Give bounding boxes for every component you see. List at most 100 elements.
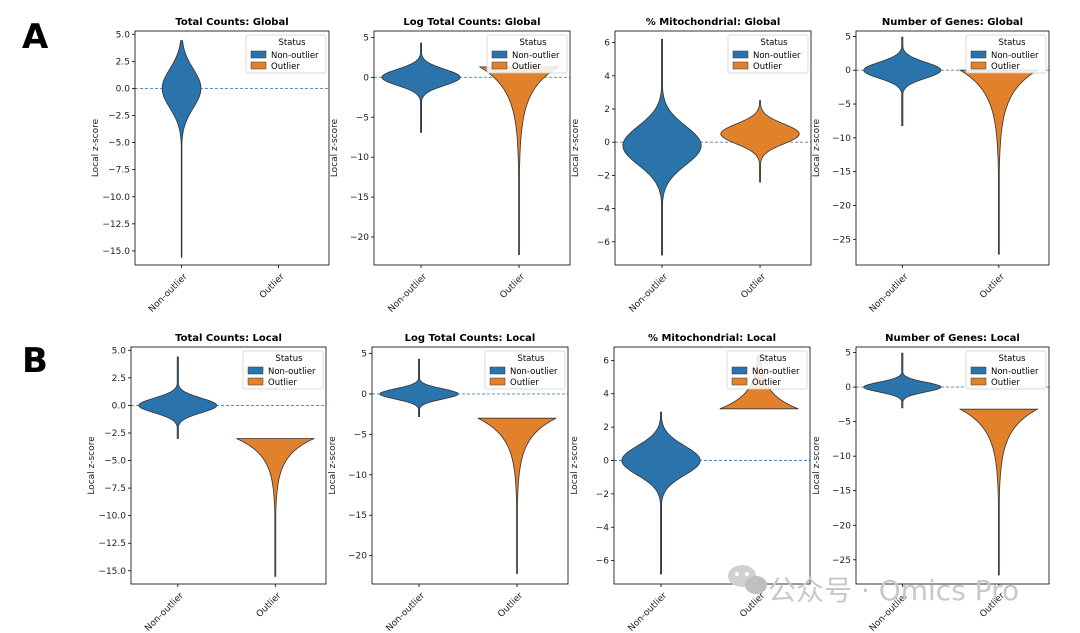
legend-title: Status xyxy=(998,354,1026,364)
legend-swatch xyxy=(247,366,264,375)
y-tick-label: −25 xyxy=(832,556,851,566)
subplot-1: Total Counts: Global 5.0 2.5 0.0 −2.5 −5.0 −7.… xyxy=(91,17,330,315)
y-tick-label: 0 xyxy=(363,73,369,83)
watermark: 公众号 · Omics Pro xyxy=(728,565,1019,607)
legend-swatch xyxy=(250,50,267,59)
x-tick-label: Outlier xyxy=(978,272,1007,301)
y-tick-label: −15 xyxy=(350,193,369,203)
y-tick-label: 0.0 xyxy=(112,401,127,411)
y-tick-label: −10 xyxy=(348,471,367,481)
x-tick-label: Outlier xyxy=(258,272,287,301)
legend-label: Outlier xyxy=(991,378,1020,388)
x-tick-label: Outlier xyxy=(498,272,527,301)
axes-frame xyxy=(614,30,812,266)
y-tick-label: −4 xyxy=(596,523,610,533)
subplot-2: Log Total Counts: Global 5 0 −5 −10 −15 −20 Loc… xyxy=(330,17,571,315)
subplot-title: % Mitochondrial: Global xyxy=(646,17,781,28)
subplot-title: % Mitochondrial: Local xyxy=(648,333,776,344)
x-tick-label: Non-outlier xyxy=(626,591,669,633)
y-tick-label: 2.5 xyxy=(116,57,130,67)
y-tick-label: −10 xyxy=(832,452,851,462)
plots-group: Total Counts: Global 5.0 2.5 0.0 −2.5 −5.0 −7.… xyxy=(87,17,1050,633)
y-tick-label: 5 xyxy=(363,33,369,43)
y-tick-label: −5 xyxy=(838,100,851,110)
axes-frame xyxy=(855,346,1050,585)
y-tick-label: 0 xyxy=(604,138,610,148)
y-tick-label: −5 xyxy=(838,418,851,428)
y-axis-label: Local z-score xyxy=(87,436,97,495)
y-tick-label: −10.0 xyxy=(98,512,126,522)
wechat-icon xyxy=(728,565,767,594)
y-tick-label: −7.5 xyxy=(104,484,126,494)
y-tick-label: −20 xyxy=(832,201,851,211)
y-tick-label: 6 xyxy=(604,39,610,49)
violin-outlier xyxy=(477,417,557,574)
legend-swatch xyxy=(970,61,987,70)
subplot-3: % Mitochondrial: Global 6 4 2 0 −2 −4 −6 Local z… xyxy=(571,17,812,315)
legend-swatch xyxy=(731,366,748,375)
legend-swatch xyxy=(732,61,749,70)
violin-outlier xyxy=(236,438,315,577)
violin-non-outlier xyxy=(138,356,218,439)
y-tick-label: −20 xyxy=(350,233,369,243)
subplot-6: Log Total Counts: Local 5 0 −5 −10 −15 −20 Loca… xyxy=(328,333,569,633)
x-tick-label: Outlier xyxy=(496,591,525,620)
legend-label: Non-outlier xyxy=(510,367,558,377)
y-tick-label: −2.5 xyxy=(108,112,130,122)
legend-label: Non-outlier xyxy=(271,51,319,61)
y-tick-label: 6 xyxy=(603,356,609,366)
y-tick-label: −5.0 xyxy=(104,457,126,467)
legend-title: Status xyxy=(278,38,306,48)
legend-swatch xyxy=(491,50,508,59)
legend-label: Non-outlier xyxy=(268,367,316,377)
legend-label: Outlier xyxy=(268,378,297,388)
y-tick-label: 5 xyxy=(845,32,851,42)
legend-swatch xyxy=(970,377,987,386)
y-tick-label: 2 xyxy=(604,105,610,115)
y-tick-label: −5.0 xyxy=(108,139,130,149)
y-tick-label: −20 xyxy=(348,552,367,562)
axes-frame xyxy=(134,30,330,266)
subplot-4: Number of Genes: Global 5 0 −5 −10 −15 −20 −25 L… xyxy=(812,17,1050,315)
y-tick-label: −15 xyxy=(348,511,367,521)
x-tick-label: Outlier xyxy=(738,591,767,620)
x-tick-label: Outlier xyxy=(739,272,768,301)
violin-non-outlier xyxy=(622,38,702,256)
axes-frame xyxy=(373,30,571,266)
y-tick-label: −10 xyxy=(350,153,369,163)
y-tick-label: −5 xyxy=(356,113,369,123)
y-tick-label: 0.0 xyxy=(116,84,131,94)
y-tick-label: 0 xyxy=(361,390,367,400)
y-tick-label: −15 xyxy=(832,168,851,178)
y-tick-label: −4 xyxy=(597,205,611,215)
violin-outlier xyxy=(958,69,1039,255)
y-tick-label: −12.5 xyxy=(98,539,126,549)
subplot-title: Log Total Counts: Local xyxy=(405,333,536,344)
y-tick-label: 5 xyxy=(845,349,851,359)
subplot-title: Log Total Counts: Global xyxy=(403,17,540,28)
legend-swatch xyxy=(489,377,506,386)
axes-frame xyxy=(371,346,569,585)
legend-label: Non-outlier xyxy=(752,367,800,377)
legend-title: Status xyxy=(275,354,303,364)
y-tick-label: 0 xyxy=(845,66,851,76)
y-tick-label: 2.5 xyxy=(112,374,126,384)
legend-swatch xyxy=(732,50,749,59)
y-tick-label: −10.0 xyxy=(102,193,130,203)
y-axis-label: Local z-score xyxy=(812,436,822,495)
legend-title: Status xyxy=(998,38,1026,48)
y-axis-label: Local z-score xyxy=(91,118,101,177)
legend-title: Status xyxy=(517,354,545,364)
y-tick-label: 4 xyxy=(604,72,610,82)
axes-frame xyxy=(130,346,327,585)
y-axis-label: Local z-score xyxy=(570,436,580,495)
axes-frame xyxy=(855,30,1050,266)
x-tick-label: Non-outlier xyxy=(386,272,429,315)
y-tick-label: −15.0 xyxy=(102,247,130,257)
